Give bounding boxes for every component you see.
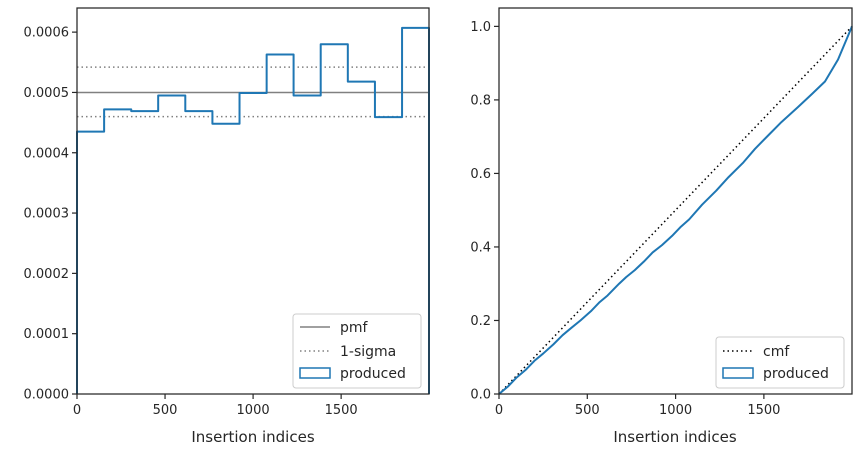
- y-tick-label: 0.0004: [24, 146, 70, 161]
- legend-pmf-label: pmf: [340, 320, 369, 336]
- histogram-panel: 0 500 1000 1500 0.0000 0.0001 0.0002 0.0003 0.0…: [24, 7, 430, 446]
- legend-produced-swatch: [722, 367, 754, 379]
- y-tick-label: 0.0: [470, 388, 491, 403]
- right-legend-frame: [715, 336, 845, 389]
- legend-1-sigma-label: 1-sigma: [340, 344, 396, 360]
- y-tick-label: 0.0003: [24, 207, 70, 222]
- produced-series: [76, 26, 430, 394]
- cumulative-panel: 0 500 1000 1500 0.0 0.2 0.4 0.6 0.8 1.0 Insertio…: [470, 7, 853, 446]
- x-tick-label: 0: [495, 403, 503, 418]
- y-tick-label: 0.0005: [24, 86, 70, 101]
- legend-cmf-label: cmf: [763, 344, 790, 360]
- x-tick-label: 500: [575, 403, 600, 418]
- legend-produced-label: produced: [763, 366, 829, 382]
- x-tick-label: 1000: [237, 403, 270, 418]
- x-tick-label: 1500: [325, 403, 358, 418]
- left-x-axis-label: Insertion indices: [191, 428, 314, 446]
- y-tick-label: 0.0000: [24, 388, 70, 403]
- y-tick-label: 0.0006: [24, 26, 70, 41]
- legend-produced-swatch: [299, 367, 331, 379]
- x-tick-label: 500: [153, 403, 178, 418]
- right-plot-frame: [498, 7, 853, 395]
- right-legend: cmf produced: [715, 336, 845, 389]
- y-tick-label: 1.0: [470, 20, 491, 35]
- left-legend-frame: [292, 313, 422, 389]
- left-legend: pmf 1-sigma produced: [292, 313, 422, 389]
- y-tick-label: 0.2: [470, 314, 491, 329]
- x-tick-label: 1500: [747, 403, 780, 418]
- right-x-axis-label: Insertion indices: [613, 428, 736, 446]
- y-tick-label: 0.8: [470, 93, 491, 108]
- x-tick-label: 1000: [659, 403, 692, 418]
- x-tick-label: 0: [73, 403, 81, 418]
- legend-produced-label: produced: [340, 366, 406, 382]
- y-tick-label: 0.0001: [24, 327, 70, 342]
- produced-series: [498, 25, 853, 395]
- y-tick-label: 0.0002: [24, 267, 70, 282]
- y-tick-label: 0.6: [470, 167, 491, 182]
- y-tick-label: 0.4: [470, 240, 491, 255]
